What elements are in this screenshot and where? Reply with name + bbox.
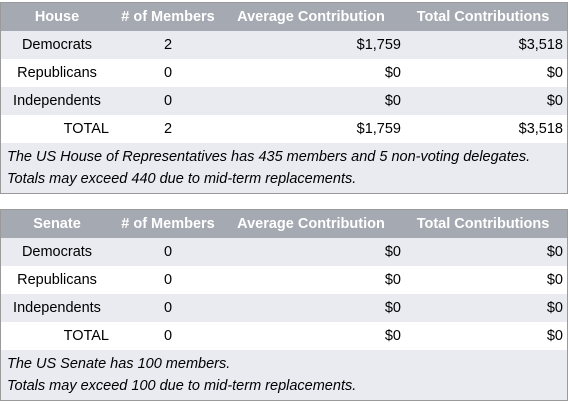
table-row: Republicans 0 $0 $0	[1, 266, 567, 294]
header-average: Average Contribution	[237, 216, 385, 232]
footnote-line: Totals may exceed 440 due to mid-term re…	[7, 171, 357, 187]
table-row: Independents 0 $0 $0	[1, 294, 567, 322]
header-average: Average Contribution	[237, 9, 385, 25]
table-row-total: TOTAL 0 $0 $0	[1, 322, 567, 350]
row-average: $0	[384, 272, 401, 288]
row-total: $3,518	[518, 37, 563, 53]
row-members: 2	[163, 121, 173, 137]
header-members: # of Members	[121, 216, 215, 232]
row-members: 2	[163, 37, 173, 53]
row-members: 0	[163, 328, 173, 344]
senate-contributions-table: Senate # of Members Average Contribution…	[0, 209, 568, 401]
header-total: Total Contributions	[416, 216, 550, 232]
footnote-line: The US Senate has 100 members.	[7, 356, 231, 372]
row-members: 0	[163, 65, 173, 81]
header-chamber: House	[34, 9, 80, 25]
house-contributions-table: House # of Members Average Contribution …	[0, 2, 568, 194]
table-row: Democrats 0 $0 $0	[1, 238, 567, 266]
row-label: Independents	[13, 93, 101, 109]
row-average: $0	[384, 300, 401, 316]
header-total: Total Contributions	[416, 9, 550, 25]
row-label: Republicans	[17, 272, 97, 288]
row-average: $0	[384, 93, 401, 109]
table-header: Senate # of Members Average Contribution…	[1, 210, 567, 238]
row-average: $0	[384, 65, 401, 81]
table-row: Democrats 2 $1,759 $3,518	[1, 31, 567, 59]
row-label: Democrats	[21, 37, 93, 53]
table-footnote: The US House of Representatives has 435 …	[1, 143, 567, 193]
row-total: $0	[546, 272, 563, 288]
row-average: $1,759	[356, 121, 401, 137]
row-members: 0	[163, 272, 173, 288]
row-average: $1,759	[356, 37, 401, 53]
table-header: House # of Members Average Contribution …	[1, 3, 567, 31]
row-label: Democrats	[21, 244, 93, 260]
row-average: $0	[384, 328, 401, 344]
table-footnote: The US Senate has 100 members. Totals ma…	[1, 350, 567, 400]
row-label: Independents	[13, 300, 101, 316]
footnote-line: Totals may exceed 100 due to mid-term re…	[7, 378, 357, 394]
row-total: $0	[546, 300, 563, 316]
row-total: $0	[546, 328, 563, 344]
row-total: $0	[546, 244, 563, 260]
row-total: $0	[546, 93, 563, 109]
row-label: Republicans	[17, 65, 97, 81]
header-chamber: Senate	[33, 216, 81, 232]
row-total: $0	[546, 65, 563, 81]
row-label: TOTAL	[63, 121, 109, 137]
header-members: # of Members	[121, 9, 215, 25]
row-members: 0	[163, 244, 173, 260]
row-total: $3,518	[518, 121, 563, 137]
row-label: TOTAL	[63, 328, 109, 344]
row-average: $0	[384, 244, 401, 260]
table-row-total: TOTAL 2 $1,759 $3,518	[1, 115, 567, 143]
row-members: 0	[163, 300, 173, 316]
table-row: Independents 0 $0 $0	[1, 87, 567, 115]
table-row: Republicans 0 $0 $0	[1, 59, 567, 87]
footnote-line: The US House of Representatives has 435 …	[7, 149, 531, 165]
row-members: 0	[163, 93, 173, 109]
